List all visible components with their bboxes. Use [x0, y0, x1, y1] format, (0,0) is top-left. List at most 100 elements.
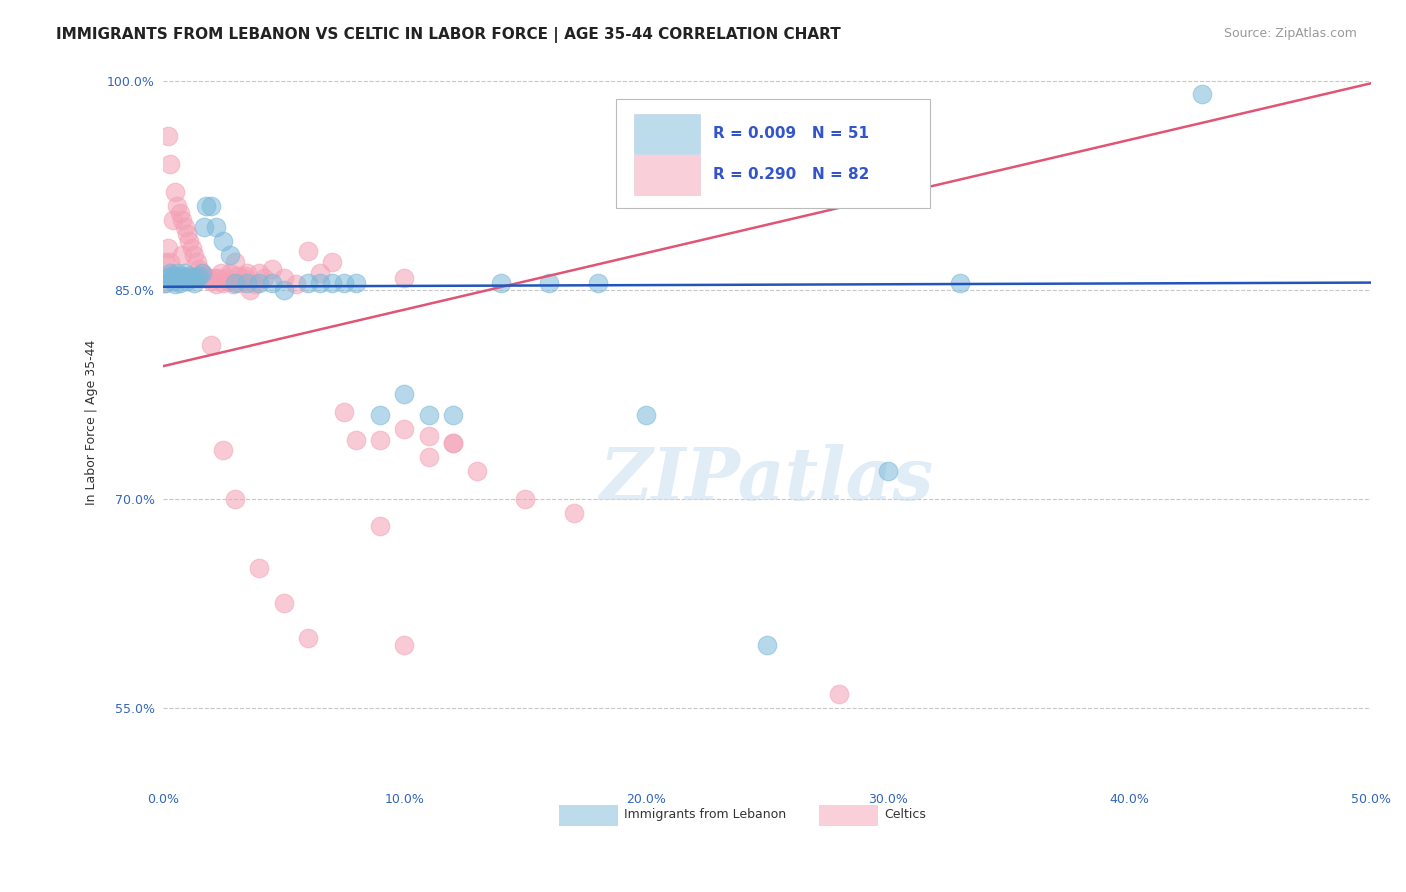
Point	[155, 276, 177, 290]
FancyBboxPatch shape	[634, 155, 700, 195]
Point	[200, 274, 222, 288]
Point	[159, 157, 181, 171]
Point	[212, 442, 235, 457]
Point	[297, 276, 319, 290]
Point	[333, 276, 356, 290]
Point	[172, 212, 194, 227]
Point	[162, 271, 184, 285]
Point	[828, 687, 851, 701]
Point	[183, 276, 205, 290]
Text: R = 0.009   N = 51: R = 0.009 N = 51	[713, 126, 869, 141]
Point	[205, 219, 228, 234]
Point	[159, 268, 181, 283]
Point	[394, 638, 416, 652]
Point	[188, 268, 211, 283]
Point	[166, 271, 188, 285]
Point	[169, 271, 191, 285]
Point	[190, 266, 212, 280]
Point	[176, 271, 198, 285]
Point	[188, 271, 211, 285]
Point	[162, 212, 184, 227]
Point	[209, 266, 232, 280]
Point	[163, 277, 186, 291]
Point	[215, 271, 238, 285]
Point	[197, 271, 219, 285]
Point	[176, 271, 198, 285]
Text: Source: ZipAtlas.com: Source: ZipAtlas.com	[1223, 27, 1357, 40]
Point	[949, 276, 972, 290]
FancyBboxPatch shape	[634, 114, 700, 153]
Point	[159, 266, 181, 280]
Point	[190, 266, 212, 280]
Point	[202, 271, 225, 285]
Point	[1191, 87, 1213, 102]
Point	[156, 129, 179, 144]
Point	[441, 435, 464, 450]
Point	[212, 234, 235, 248]
Point	[222, 277, 245, 291]
Point	[173, 266, 195, 280]
Point	[186, 254, 208, 268]
Point	[193, 219, 215, 234]
Point	[205, 277, 228, 291]
Point	[190, 271, 212, 285]
FancyBboxPatch shape	[818, 805, 879, 826]
Point	[217, 274, 239, 288]
Point	[166, 266, 188, 280]
FancyBboxPatch shape	[616, 100, 929, 208]
Point	[344, 276, 367, 290]
Point	[224, 276, 246, 290]
Point	[368, 408, 391, 422]
Point	[236, 276, 259, 290]
Point	[173, 219, 195, 234]
Point	[155, 254, 177, 268]
Point	[260, 261, 283, 276]
Point	[489, 276, 512, 290]
Point	[441, 435, 464, 450]
Point	[586, 276, 609, 290]
Point	[172, 271, 194, 285]
Point	[186, 268, 208, 283]
Point	[394, 387, 416, 401]
Text: Immigrants from Lebanon: Immigrants from Lebanon	[624, 808, 786, 822]
Point	[239, 283, 262, 297]
Point	[368, 519, 391, 533]
Point	[180, 241, 202, 255]
Point	[418, 408, 440, 422]
Point	[169, 271, 191, 285]
Point	[169, 206, 191, 220]
Point	[172, 248, 194, 262]
Point	[368, 433, 391, 447]
Point	[163, 271, 186, 285]
Point	[183, 271, 205, 285]
Point	[200, 338, 222, 352]
Point	[173, 271, 195, 285]
Point	[309, 266, 332, 280]
Point	[297, 631, 319, 645]
Point	[159, 254, 181, 268]
Point	[193, 268, 215, 283]
Point	[176, 274, 198, 288]
Point	[163, 185, 186, 199]
Point	[755, 638, 778, 652]
Point	[212, 276, 235, 290]
Point	[333, 405, 356, 419]
Point	[441, 408, 464, 422]
Point	[515, 491, 537, 506]
Point	[176, 227, 198, 241]
Point	[226, 268, 249, 283]
Point	[876, 464, 898, 478]
FancyBboxPatch shape	[560, 805, 619, 826]
Point	[179, 271, 201, 285]
Point	[344, 433, 367, 447]
Point	[172, 268, 194, 283]
Point	[156, 241, 179, 255]
Point	[233, 268, 256, 283]
Point	[260, 276, 283, 290]
Text: Celtics: Celtics	[884, 808, 927, 822]
Point	[297, 244, 319, 258]
Point	[180, 271, 202, 285]
Point	[465, 464, 488, 478]
Point	[224, 254, 246, 268]
Point	[166, 199, 188, 213]
